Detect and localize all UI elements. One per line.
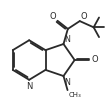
Text: O: O (81, 12, 87, 21)
Text: O: O (50, 12, 56, 20)
Text: O: O (92, 55, 98, 64)
Text: CH₃: CH₃ (69, 91, 81, 97)
Text: N: N (65, 78, 70, 86)
Text: N: N (65, 35, 70, 43)
Text: N: N (26, 82, 32, 91)
